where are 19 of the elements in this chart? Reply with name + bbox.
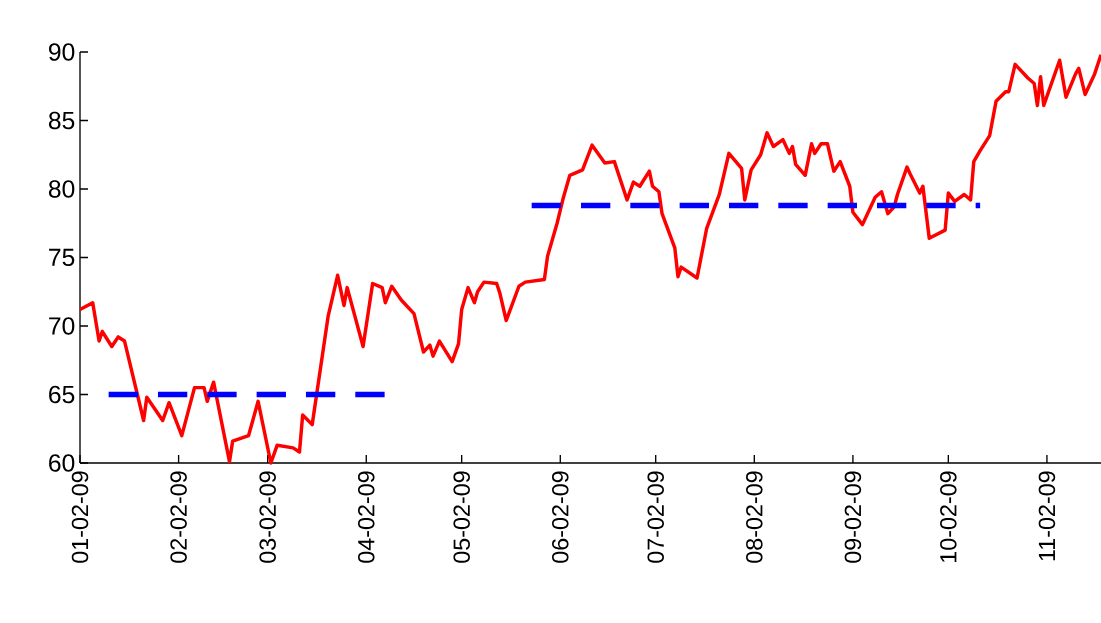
- x-tick-label: 03-02-09: [259, 471, 276, 563]
- x-tick-label: 09-02-09: [844, 471, 862, 563]
- y-tick-label: 60: [49, 454, 75, 472]
- y-tick-label: 65: [49, 385, 75, 404]
- x-tick-label: 01-02-09: [71, 471, 89, 563]
- x-tick-label: 07-02-09: [647, 471, 664, 563]
- line-series: [78, 52, 1101, 465]
- x-tick-label: 06-02-09: [552, 471, 569, 563]
- x-tick-label: 02-02-09: [170, 471, 187, 563]
- y-tick-label: 85: [48, 111, 75, 130]
- y-tick-label: 75: [49, 248, 75, 267]
- y-tick-label: 80: [48, 180, 75, 198]
- x-tick-label: 08-02-09: [746, 471, 763, 563]
- x-tick-label: 10-02-09: [940, 471, 957, 562]
- y-tick-label: 90: [49, 43, 75, 61]
- x-tick-label: 05-02-09: [453, 471, 470, 563]
- x-tick-label: 11-02-09: [1038, 471, 1056, 561]
- x-tick-label: 04-02-09: [358, 471, 375, 563]
- y-tick-label: 70: [49, 317, 75, 335]
